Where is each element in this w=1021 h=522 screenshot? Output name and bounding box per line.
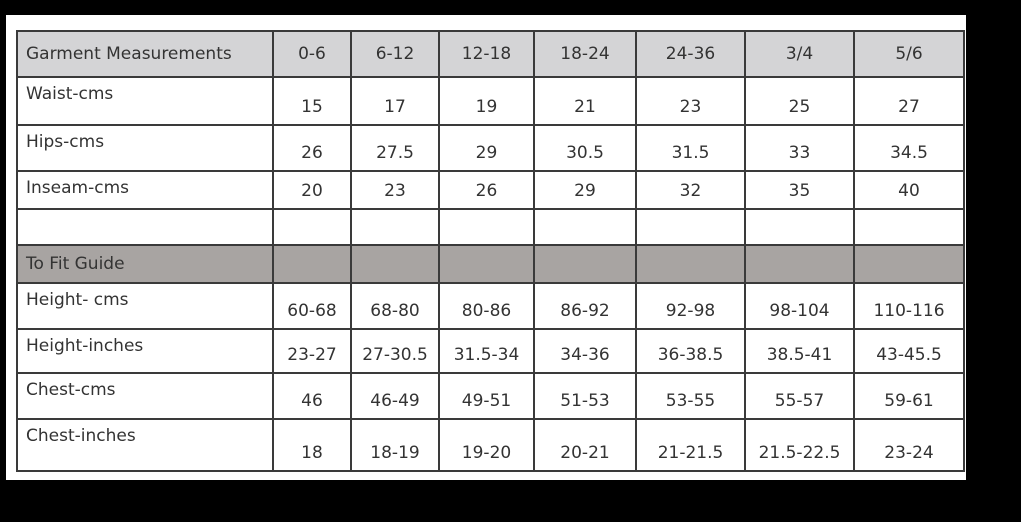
value-cell: 35	[744, 170, 855, 210]
value-cell: 18-24	[533, 30, 637, 78]
value-cell	[272, 244, 352, 284]
value-cell: 15	[272, 76, 352, 126]
value-cell: 30.5	[533, 124, 637, 172]
value-cell	[635, 244, 746, 284]
value-cell: 43-45.5	[853, 328, 965, 374]
value-cell: 32	[635, 170, 746, 210]
value-cell	[533, 244, 637, 284]
table-row	[16, 208, 965, 246]
value-cell: 20-21	[533, 418, 637, 472]
value-cell: 31.5-34	[438, 328, 535, 374]
value-cell: 92-98	[635, 282, 746, 330]
value-cell: 60-68	[272, 282, 352, 330]
value-cell	[853, 244, 965, 284]
value-cell: 68-80	[350, 282, 440, 330]
row-label-cell: Garment Measurements	[16, 30, 274, 78]
value-cell: 49-51	[438, 372, 535, 420]
size-chart-table: Garment Measurements 0-6 6-12 12-18 18-24 24-…	[16, 30, 965, 472]
row-label-cell: Chest-inches	[16, 418, 274, 472]
value-cell: 51-53	[533, 372, 637, 420]
value-cell: 12-18	[438, 30, 535, 78]
value-cell: 18	[272, 418, 352, 472]
value-cell: 0-6	[272, 30, 352, 78]
value-cell	[533, 208, 637, 246]
value-cell: 80-86	[438, 282, 535, 330]
row-label-cell: Chest-cms	[16, 372, 274, 420]
value-cell: 98-104	[744, 282, 855, 330]
value-cell: 34-36	[533, 328, 637, 374]
table-row: Chest-inches 18 18-19 19-20 20-21 21-21.5 21.5…	[16, 418, 965, 472]
row-label-cell	[16, 208, 274, 246]
value-cell: 19-20	[438, 418, 535, 472]
table-row: Chest-cms 46 46-49 49-51 51-53 53-55 55-57 59-6…	[16, 372, 965, 420]
value-cell: 110-116	[853, 282, 965, 330]
value-cell	[744, 244, 855, 284]
value-cell: 33	[744, 124, 855, 172]
value-cell: 29	[438, 124, 535, 172]
value-cell	[438, 244, 535, 284]
value-cell	[272, 208, 352, 246]
value-cell: 53-55	[635, 372, 746, 420]
table-row: Hips-cms 26 27.5 29 30.5 31.5 33 34.5	[16, 124, 965, 172]
value-cell: 3/4	[744, 30, 855, 78]
value-cell: 18-19	[350, 418, 440, 472]
value-cell: 17	[350, 76, 440, 126]
header-row: Garment Measurements 0-6 6-12 12-18 18-24 24-…	[16, 30, 965, 78]
value-cell: 21	[533, 76, 637, 126]
table-row: Inseam-cms 20 23 26 29 32 35 40	[16, 170, 965, 210]
row-label-cell: Hips-cms	[16, 124, 274, 172]
value-cell: 34.5	[853, 124, 965, 172]
row-label-cell: Height- cms	[16, 282, 274, 330]
value-cell: 46	[272, 372, 352, 420]
value-cell: 27.5	[350, 124, 440, 172]
value-cell: 21.5-22.5	[744, 418, 855, 472]
value-cell: 19	[438, 76, 535, 126]
section-row: To Fit Guide	[16, 244, 965, 284]
row-label-cell: Inseam-cms	[16, 170, 274, 210]
value-cell: 26	[272, 124, 352, 172]
value-cell: 27-30.5	[350, 328, 440, 374]
value-cell: 25	[744, 76, 855, 126]
value-cell: 86-92	[533, 282, 637, 330]
value-cell: 59-61	[853, 372, 965, 420]
value-cell	[350, 208, 440, 246]
row-label-cell: Waist-cms	[16, 76, 274, 126]
value-cell: 31.5	[635, 124, 746, 172]
value-cell	[853, 208, 965, 246]
value-cell: 6-12	[350, 30, 440, 78]
table-row: Height-inches 23-27 27-30.5 31.5-34 34-36 36-…	[16, 328, 965, 374]
table-row: Height- cms 60-68 68-80 80-86 86-92 92-98 98-1…	[16, 282, 965, 330]
value-cell	[438, 208, 535, 246]
table-row: Waist-cms 15 17 19 21 23 25 27	[16, 76, 965, 126]
value-cell: 40	[853, 170, 965, 210]
value-cell: 26	[438, 170, 535, 210]
value-cell: 23	[635, 76, 746, 126]
value-cell	[744, 208, 855, 246]
value-cell: 21-21.5	[635, 418, 746, 472]
value-cell: 27	[853, 76, 965, 126]
value-cell: 5/6	[853, 30, 965, 78]
value-cell: 36-38.5	[635, 328, 746, 374]
value-cell: 38.5-41	[744, 328, 855, 374]
row-label-cell: Height-inches	[16, 328, 274, 374]
value-cell: 24-36	[635, 30, 746, 78]
value-cell: 23	[350, 170, 440, 210]
value-cell	[350, 244, 440, 284]
value-cell: 46-49	[350, 372, 440, 420]
row-label-cell: To Fit Guide	[16, 244, 274, 284]
value-cell: 55-57	[744, 372, 855, 420]
value-cell: 23-27	[272, 328, 352, 374]
value-cell: 23-24	[853, 418, 965, 472]
value-cell: 20	[272, 170, 352, 210]
value-cell	[635, 208, 746, 246]
value-cell: 29	[533, 170, 637, 210]
